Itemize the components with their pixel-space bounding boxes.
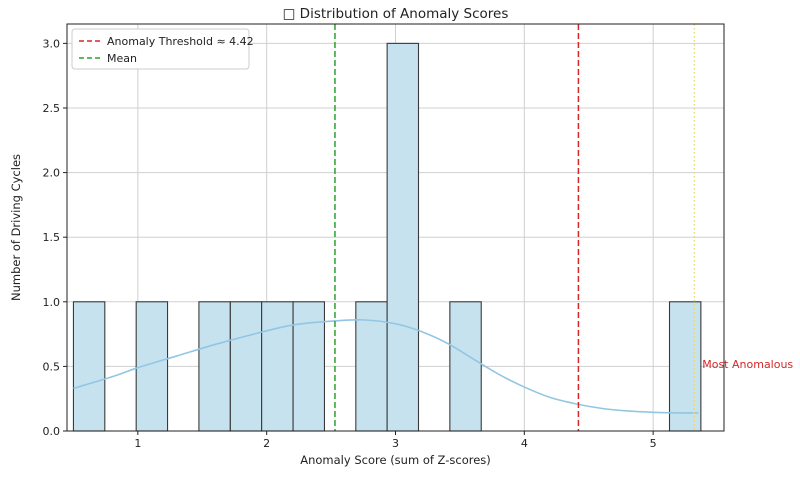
x-tick-label: 4	[521, 437, 528, 450]
legend-threshold-label: Anomaly Threshold ≈ 4.42	[107, 35, 254, 48]
y-tick-label: 2.5	[43, 102, 61, 115]
legend: Anomaly Threshold ≈ 4.42 Mean	[71, 28, 254, 70]
histogram-bar	[261, 301, 294, 432]
legend-box	[71, 28, 250, 70]
y-axis-label: Number of Driving Cycles	[9, 154, 23, 301]
histogram-bar	[198, 301, 231, 432]
x-tick-label: 3	[392, 437, 399, 450]
kde-layer	[73, 318, 699, 414]
ticks-layer: 1 2 3 4 5 0.0 0.5 1.0 1.5 2.0 2.5 3.0	[43, 37, 657, 450]
x-tick-label: 1	[134, 437, 141, 450]
histogram-bar	[386, 42, 420, 432]
histogram-bar	[449, 301, 482, 432]
histogram-bar	[355, 301, 388, 432]
y-tick-label: 2.0	[43, 167, 61, 180]
legend-mean-label: Mean	[107, 52, 137, 65]
x-tick-label: 2	[263, 437, 270, 450]
x-axis-label: Anomaly Score (sum of Z-scores)	[300, 453, 491, 467]
most-anomalous-annotation: Most Anomalous	[702, 358, 793, 371]
histogram-bar	[72, 301, 106, 432]
chart-title: □ Distribution of Anomaly Scores	[283, 6, 509, 22]
histogram-bar	[292, 301, 326, 432]
y-tick-label: 1.5	[43, 231, 61, 244]
bars-layer	[72, 42, 702, 432]
y-tick-label: 0.0	[43, 425, 61, 438]
y-tick-label: 3.0	[43, 37, 61, 50]
histogram-bar	[668, 301, 702, 432]
y-tick-label: 1.0	[43, 296, 61, 309]
y-tick-label: 0.5	[43, 360, 61, 373]
x-tick-label: 5	[650, 437, 657, 450]
kde-curve	[73, 318, 699, 414]
reference-lines-layer	[334, 24, 696, 431]
histogram-bar	[229, 301, 263, 432]
